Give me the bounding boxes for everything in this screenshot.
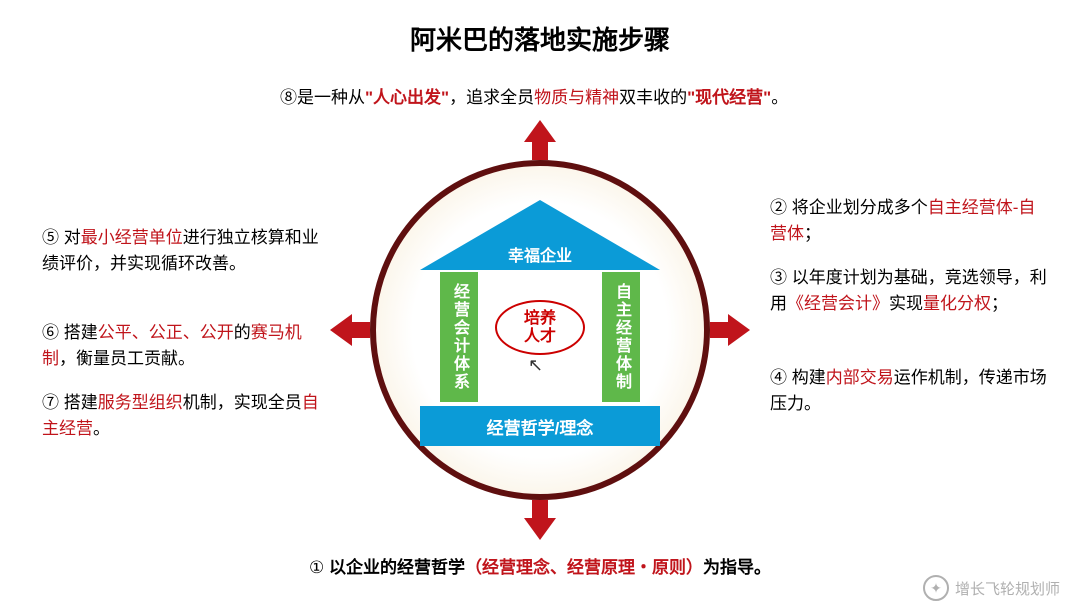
step-8-num: ⑧	[280, 88, 297, 107]
page-title: 阿米巴的落地实施步骤	[0, 20, 1080, 57]
watermark-text: 增长飞轮规划师	[955, 578, 1060, 599]
watermark: ✦ 增长飞轮规划师	[923, 575, 1060, 601]
cursor-icon: ↖	[528, 355, 543, 376]
step-4-text: ④ 构建内部交易运作机制，传递市场压力。	[770, 365, 1050, 418]
step-5-text: ⑤ 对最小经营单位进行独立核算和业绩评价，并实现循环改善。	[42, 225, 320, 278]
roof-label: 幸福企业	[420, 242, 660, 266]
step-7-text: ⑦ 搭建服务型组织机制，实现全员自主经营。	[42, 390, 320, 443]
wechat-icon: ✦	[923, 575, 949, 601]
foundation-label: 经营哲学/理念	[420, 406, 660, 446]
arrow-right-icon	[710, 314, 750, 346]
diagram-circle: 幸福企业 经营会计体系 自主经营体制 培养 人才 ↖ 经营哲学/理念	[370, 160, 710, 500]
step-2-text: ② 将企业划分成多个自主经营体-自营体；	[770, 195, 1050, 248]
step-8-text: ⑧是一种从"人心出发"，追求全员物质与精神双丰收的"现代经营"。	[280, 85, 800, 111]
arrow-up-icon	[524, 120, 556, 160]
center-oval: 培养 人才	[495, 300, 585, 355]
pillar-left: 经营会计体系	[440, 272, 478, 402]
step-6-text: ⑥ 搭建公平、公正、公开的赛马机制，衡量员工贡献。	[42, 320, 320, 373]
step-1-text: ① 以企业的经营哲学（经营理念、经营原理・原则）为指导。	[200, 555, 880, 581]
pillar-right: 自主经营体制	[602, 272, 640, 402]
arrow-down-icon	[524, 500, 556, 540]
arrow-left-icon	[330, 314, 370, 346]
step-3-text: ③ 以年度计划为基础，竞选领导，利用《经营会计》实现量化分权；	[770, 265, 1050, 318]
house-diagram: 幸福企业 经营会计体系 自主经营体制 培养 人才 ↖ 经营哲学/理念	[420, 200, 660, 460]
